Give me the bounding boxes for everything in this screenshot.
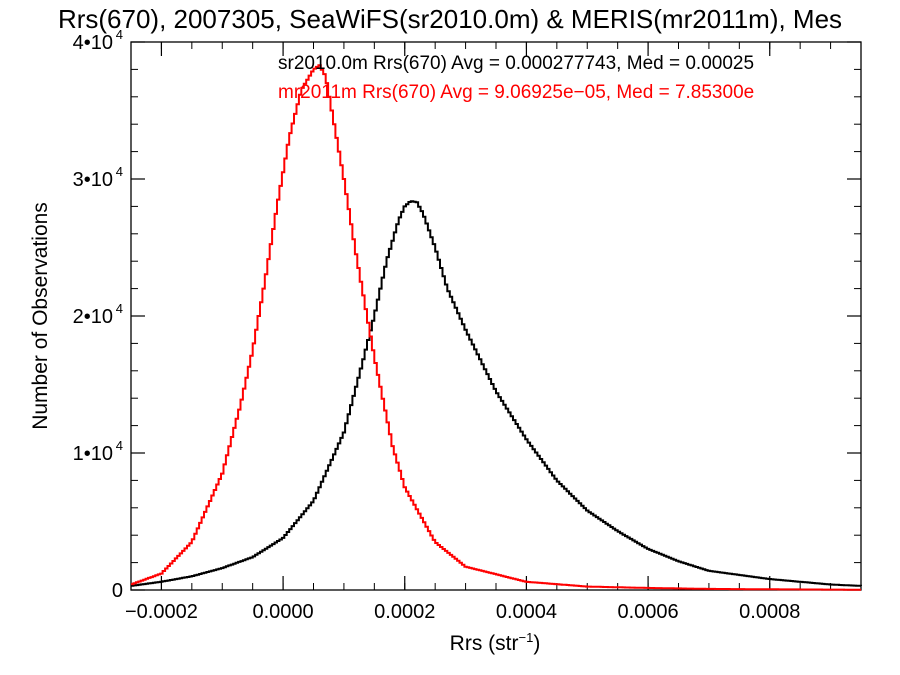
- legend-entry-sr2010: sr2010.0m Rrs(670) Avg = 0.000277743, Me…: [278, 53, 754, 74]
- x-axis-label-tail: ): [533, 632, 540, 655]
- y-tick-label: 0: [112, 580, 123, 602]
- series-line-0: [131, 200, 862, 587]
- y-tick-label: 3•10: [73, 169, 113, 191]
- x-tick-label: 0.0002: [374, 601, 435, 623]
- x-tick-label: 0.0008: [739, 601, 800, 623]
- y-tick-label: 2•10: [73, 306, 113, 328]
- y-tick-exponent: 4: [116, 301, 123, 316]
- legend: sr2010.0m Rrs(670) Avg = 0.000277743, Me…: [278, 53, 754, 103]
- y-tick-label: 1•10: [73, 443, 113, 465]
- y-tick-exponent: 4: [116, 438, 123, 453]
- legend-entry-mr2011: mr2011m Rrs(670) Avg = 9.06925e−05, Med …: [278, 82, 754, 103]
- y-axis-label: Number of Observations: [29, 202, 52, 430]
- series-layer: [131, 64, 862, 591]
- chart-title: Rrs(670), 2007305, SeaWiFS(sr2010.0m) & …: [57, 4, 843, 34]
- plot-frame: [130, 41, 862, 591]
- y-tick-exponent: 4: [116, 164, 123, 179]
- x-tick-label: −0.0002: [125, 601, 198, 623]
- x-tick-label: 0.0000: [252, 601, 313, 623]
- x-tick-label: 0.0004: [496, 601, 557, 623]
- plot-axes: −0.0002 0.0000 0.0002 0.0004 0.0006 0.0008 0 1•…: [73, 27, 862, 623]
- x-axis-label: Rrs (str−1): [450, 630, 541, 655]
- y-tick-exponent: 4: [116, 27, 123, 42]
- series-line-1: [131, 64, 861, 591]
- x-axis-label-main: Rrs (str: [450, 632, 519, 655]
- y-tick-label: 4•10: [73, 32, 113, 54]
- x-axis-label-sup: −1: [519, 630, 534, 645]
- x-tick-label: 0.0006: [617, 601, 678, 623]
